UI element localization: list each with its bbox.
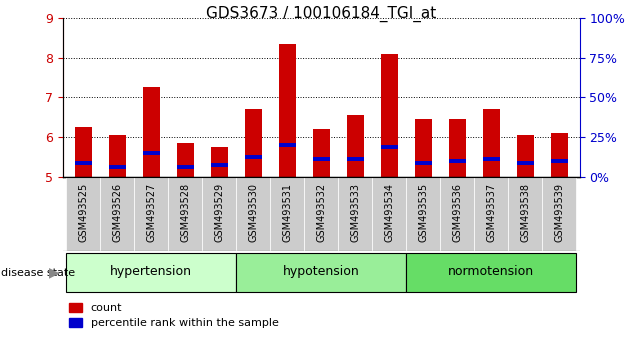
Bar [279,143,296,147]
Text: hypotension: hypotension [283,265,360,278]
Legend: count, percentile rank within the sample: count, percentile rank within the sample [69,303,278,328]
Bar [406,177,440,251]
Bar [211,147,228,177]
Bar [109,135,126,177]
Bar [346,115,364,177]
Bar [134,177,168,251]
Text: GSM493526: GSM493526 [112,183,122,242]
Text: GSM493534: GSM493534 [384,183,394,242]
Bar [483,109,500,177]
Bar [202,177,236,251]
Bar [75,127,92,177]
Bar [313,129,329,177]
Bar [551,159,568,163]
Bar [406,253,576,292]
Text: GSM493527: GSM493527 [146,183,156,242]
Text: GSM493539: GSM493539 [554,183,564,242]
Bar [415,161,432,165]
Bar [143,87,160,177]
Text: GSM493536: GSM493536 [452,183,462,242]
Bar [236,177,270,251]
Bar [75,161,92,165]
Text: ▶: ▶ [49,266,60,280]
Bar [415,119,432,177]
Bar [66,177,100,251]
Bar [245,155,262,159]
Bar [346,157,364,161]
Bar [474,177,508,251]
Text: GSM493537: GSM493537 [486,183,496,242]
Bar [381,53,398,177]
Bar [542,177,576,251]
Bar [551,133,568,177]
Text: GSM493528: GSM493528 [180,183,190,242]
Bar [109,165,126,169]
Bar [236,253,406,292]
Bar [449,159,466,163]
Bar [143,151,160,155]
Text: GSM493538: GSM493538 [520,183,530,242]
Text: GSM493531: GSM493531 [282,183,292,242]
Text: GSM493532: GSM493532 [316,183,326,242]
Text: GSM493535: GSM493535 [418,183,428,242]
Bar [313,157,329,161]
Text: disease state: disease state [1,268,75,278]
Bar [381,145,398,149]
Text: GSM493530: GSM493530 [248,183,258,242]
Text: GSM493529: GSM493529 [214,183,224,242]
Bar [304,177,338,251]
Text: GSM493525: GSM493525 [78,183,88,242]
Bar [508,177,542,251]
Bar [168,177,202,251]
Bar [245,109,262,177]
Bar [177,165,194,169]
Text: GDS3673 / 100106184_TGI_at: GDS3673 / 100106184_TGI_at [206,5,437,22]
Bar [483,157,500,161]
Bar [211,163,228,167]
Bar [440,177,474,251]
Bar [66,253,236,292]
Bar [279,44,296,177]
Bar [372,177,406,251]
Bar [517,135,534,177]
Bar [270,177,304,251]
Bar [177,143,194,177]
Text: GSM493533: GSM493533 [350,183,360,242]
Text: hypertension: hypertension [110,265,192,278]
Bar [338,177,372,251]
Text: normotension: normotension [448,265,534,278]
Bar [100,177,134,251]
Bar [449,119,466,177]
Bar [517,161,534,165]
